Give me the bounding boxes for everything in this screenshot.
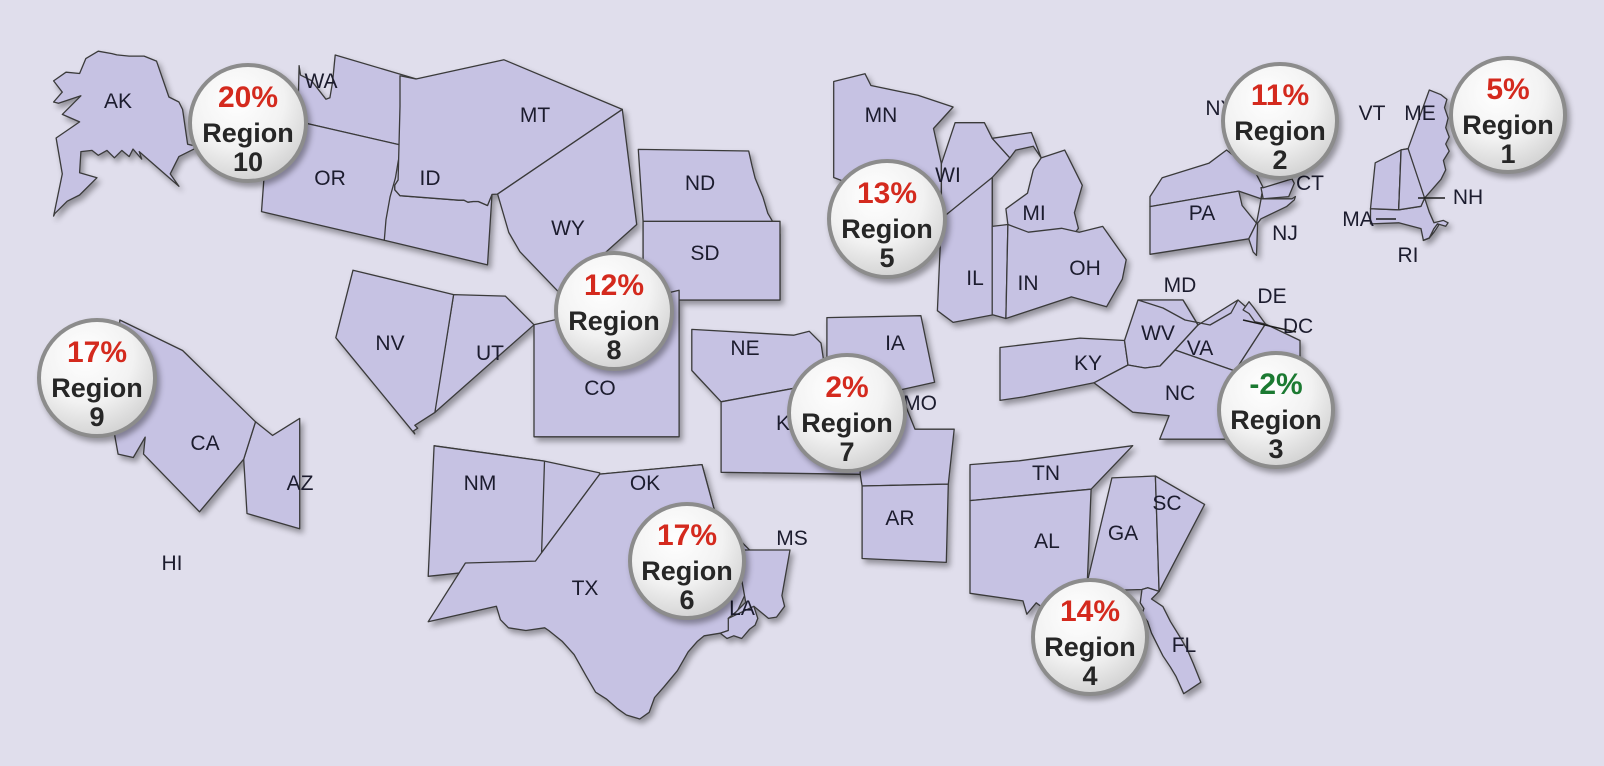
svg-text:WA: WA	[304, 70, 337, 93]
svg-text:KY: KY	[1074, 352, 1102, 375]
svg-text:MT: MT	[520, 104, 550, 127]
svg-text:Region: Region	[641, 556, 733, 586]
svg-text:ID: ID	[420, 167, 441, 190]
svg-text:IN: IN	[1018, 272, 1039, 295]
svg-text:6: 6	[679, 585, 694, 615]
svg-text:AL: AL	[1034, 530, 1060, 553]
svg-text:8: 8	[606, 335, 621, 365]
svg-text:SD: SD	[690, 242, 719, 265]
svg-text:Region: Region	[801, 408, 893, 438]
svg-text:MO: MO	[903, 392, 937, 415]
svg-text:7: 7	[839, 437, 854, 467]
svg-text:AK: AK	[104, 90, 132, 113]
svg-text:RI: RI	[1398, 244, 1419, 267]
svg-text:12%: 12%	[584, 269, 644, 302]
svg-text:20%: 20%	[218, 81, 278, 114]
svg-text:FL: FL	[1172, 634, 1197, 657]
svg-text:Region: Region	[841, 214, 933, 244]
svg-text:10: 10	[233, 147, 263, 177]
svg-text:-2%: -2%	[1249, 368, 1302, 401]
svg-text:OK: OK	[630, 472, 660, 495]
svg-text:17%: 17%	[657, 519, 717, 552]
svg-text:NM: NM	[464, 472, 497, 495]
svg-text:NV: NV	[375, 332, 404, 355]
svg-text:2%: 2%	[825, 371, 868, 404]
svg-text:NJ: NJ	[1272, 222, 1298, 245]
svg-text:MD: MD	[1164, 274, 1197, 297]
svg-text:5: 5	[879, 243, 894, 273]
svg-text:ND: ND	[685, 172, 715, 195]
svg-text:TN: TN	[1032, 462, 1060, 485]
svg-text:14%: 14%	[1060, 595, 1120, 628]
svg-text:SC: SC	[1152, 492, 1181, 515]
svg-text:WY: WY	[551, 217, 585, 240]
svg-text:Region: Region	[568, 306, 660, 336]
svg-text:Region: Region	[202, 118, 294, 148]
svg-text:1: 1	[1500, 139, 1515, 169]
svg-text:NE: NE	[730, 337, 759, 360]
svg-text:MN: MN	[865, 104, 898, 127]
svg-text:MS: MS	[776, 527, 808, 550]
svg-text:HI: HI	[162, 552, 183, 575]
svg-text:OR: OR	[314, 167, 346, 190]
svg-text:CO: CO	[584, 377, 616, 400]
svg-text:13%: 13%	[857, 177, 917, 210]
svg-text:11%: 11%	[1251, 79, 1309, 112]
svg-text:MI: MI	[1022, 202, 1045, 225]
svg-text:WI: WI	[935, 164, 961, 187]
svg-text:IL: IL	[966, 267, 984, 290]
svg-text:MA: MA	[1342, 208, 1374, 231]
svg-text:5%: 5%	[1486, 73, 1529, 106]
svg-text:AZ: AZ	[287, 472, 314, 495]
svg-text:PA: PA	[1189, 202, 1215, 225]
svg-text:ME: ME	[1404, 102, 1436, 125]
svg-text:GA: GA	[1108, 522, 1138, 545]
svg-text:Region: Region	[1044, 632, 1136, 662]
svg-text:UT: UT	[476, 342, 504, 365]
svg-text:4: 4	[1082, 661, 1097, 691]
svg-text:Region: Region	[1462, 110, 1554, 140]
svg-text:Region: Region	[1230, 405, 1322, 435]
svg-text:NH: NH	[1453, 186, 1483, 209]
svg-text:DE: DE	[1257, 285, 1286, 308]
svg-text:WV: WV	[1141, 322, 1175, 345]
svg-text:17%: 17%	[67, 336, 127, 369]
svg-text:VT: VT	[1359, 102, 1386, 125]
svg-text:CA: CA	[190, 432, 219, 455]
svg-text:Region: Region	[51, 373, 143, 403]
svg-text:OH: OH	[1069, 257, 1101, 280]
svg-text:3: 3	[1268, 434, 1283, 464]
svg-text:2: 2	[1272, 145, 1287, 175]
svg-text:9: 9	[89, 402, 104, 432]
svg-text:LA: LA	[729, 597, 755, 620]
svg-text:TX: TX	[572, 577, 599, 600]
svg-text:AR: AR	[885, 507, 914, 530]
svg-text:VA: VA	[1187, 337, 1213, 360]
svg-text:DC: DC	[1283, 315, 1313, 338]
svg-text:IA: IA	[885, 332, 905, 355]
svg-text:NC: NC	[1165, 382, 1195, 405]
svg-text:Region: Region	[1234, 116, 1326, 146]
